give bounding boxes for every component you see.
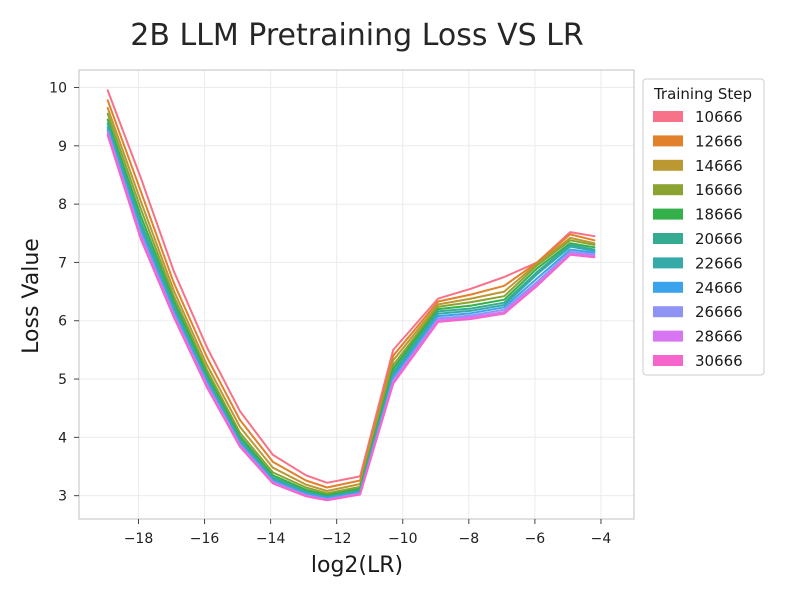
y-tick-label: 10	[49, 80, 67, 96]
legend-label-30666: 30666	[695, 352, 743, 370]
y-tick-label: 3	[58, 489, 67, 505]
legend-label-10666: 10666	[695, 108, 743, 126]
legend-label-12666: 12666	[695, 132, 743, 150]
x-tick-label: −16	[190, 531, 220, 547]
y-tick-label: 8	[58, 197, 67, 213]
legend-swatch-20666	[653, 233, 683, 244]
legend-swatch-28666	[653, 330, 683, 342]
y-tick-label: 9	[58, 139, 67, 155]
legend-swatch-10666	[653, 111, 683, 122]
y-tick-label: 4	[58, 430, 67, 446]
x-tick-label: −6	[525, 531, 546, 547]
x-axis-label: log2(LR)	[311, 553, 403, 578]
legend-swatch-30666	[653, 355, 683, 366]
y-tick-label: 7	[58, 255, 67, 271]
legend-items: 10666 12666 14666 16666 18666 20666 22666 24666…	[653, 108, 743, 370]
y-tick-label: 6	[58, 314, 67, 330]
x-tick-label: −14	[256, 531, 286, 547]
y-axis-label: Loss Value	[19, 238, 44, 354]
legend-label-26666: 26666	[695, 303, 743, 321]
legend-swatch-12666	[653, 135, 683, 147]
grid	[79, 70, 634, 519]
legend: Training Step 10666 12666 14666 16666 18666 2…	[642, 78, 765, 376]
legend-label-18666: 18666	[695, 206, 743, 224]
legend-swatch-16666	[653, 184, 683, 196]
legend-frame	[642, 78, 765, 376]
legend-label-28666: 28666	[695, 328, 743, 346]
legend-label-20666: 20666	[695, 230, 743, 248]
y-tick-label: 5	[58, 372, 67, 388]
legend-label-24666: 24666	[695, 279, 743, 297]
series-line-30666	[106, 134, 596, 502]
x-axis-ticks: −18 −16 −14 −12 −10 −8 −6 −4	[124, 519, 612, 547]
x-tick-label: −12	[322, 531, 352, 547]
legend-label-22666: 22666	[695, 254, 743, 272]
x-tick-label: −4	[591, 531, 612, 547]
x-tick-label: −8	[459, 531, 480, 547]
y-axis-ticks: 3 4 5 6 7 8 9 10	[49, 80, 79, 505]
series-lines	[106, 89, 596, 502]
series-line-16666	[106, 112, 596, 495]
x-tick-label: −18	[124, 531, 154, 547]
legend-swatch-26666	[653, 306, 683, 318]
chart-title: 2B LLM Pretraining Loss VS LR	[130, 18, 584, 53]
series-line-14666	[106, 106, 596, 492]
legend-swatch-14666	[653, 159, 683, 171]
x-tick-label: −10	[388, 531, 418, 547]
legend-label-16666: 16666	[695, 181, 743, 199]
legend-title: Training Step	[653, 85, 752, 103]
series-line-10666	[106, 89, 596, 484]
series-line-12666	[106, 99, 596, 489]
legend-label-14666: 14666	[695, 157, 743, 175]
legend-swatch-22666	[653, 257, 683, 269]
plot-area-frame	[78, 69, 635, 520]
legend-swatch-18666	[653, 208, 683, 220]
legend-swatch-24666	[653, 281, 683, 293]
series-line-18666	[106, 118, 596, 497]
